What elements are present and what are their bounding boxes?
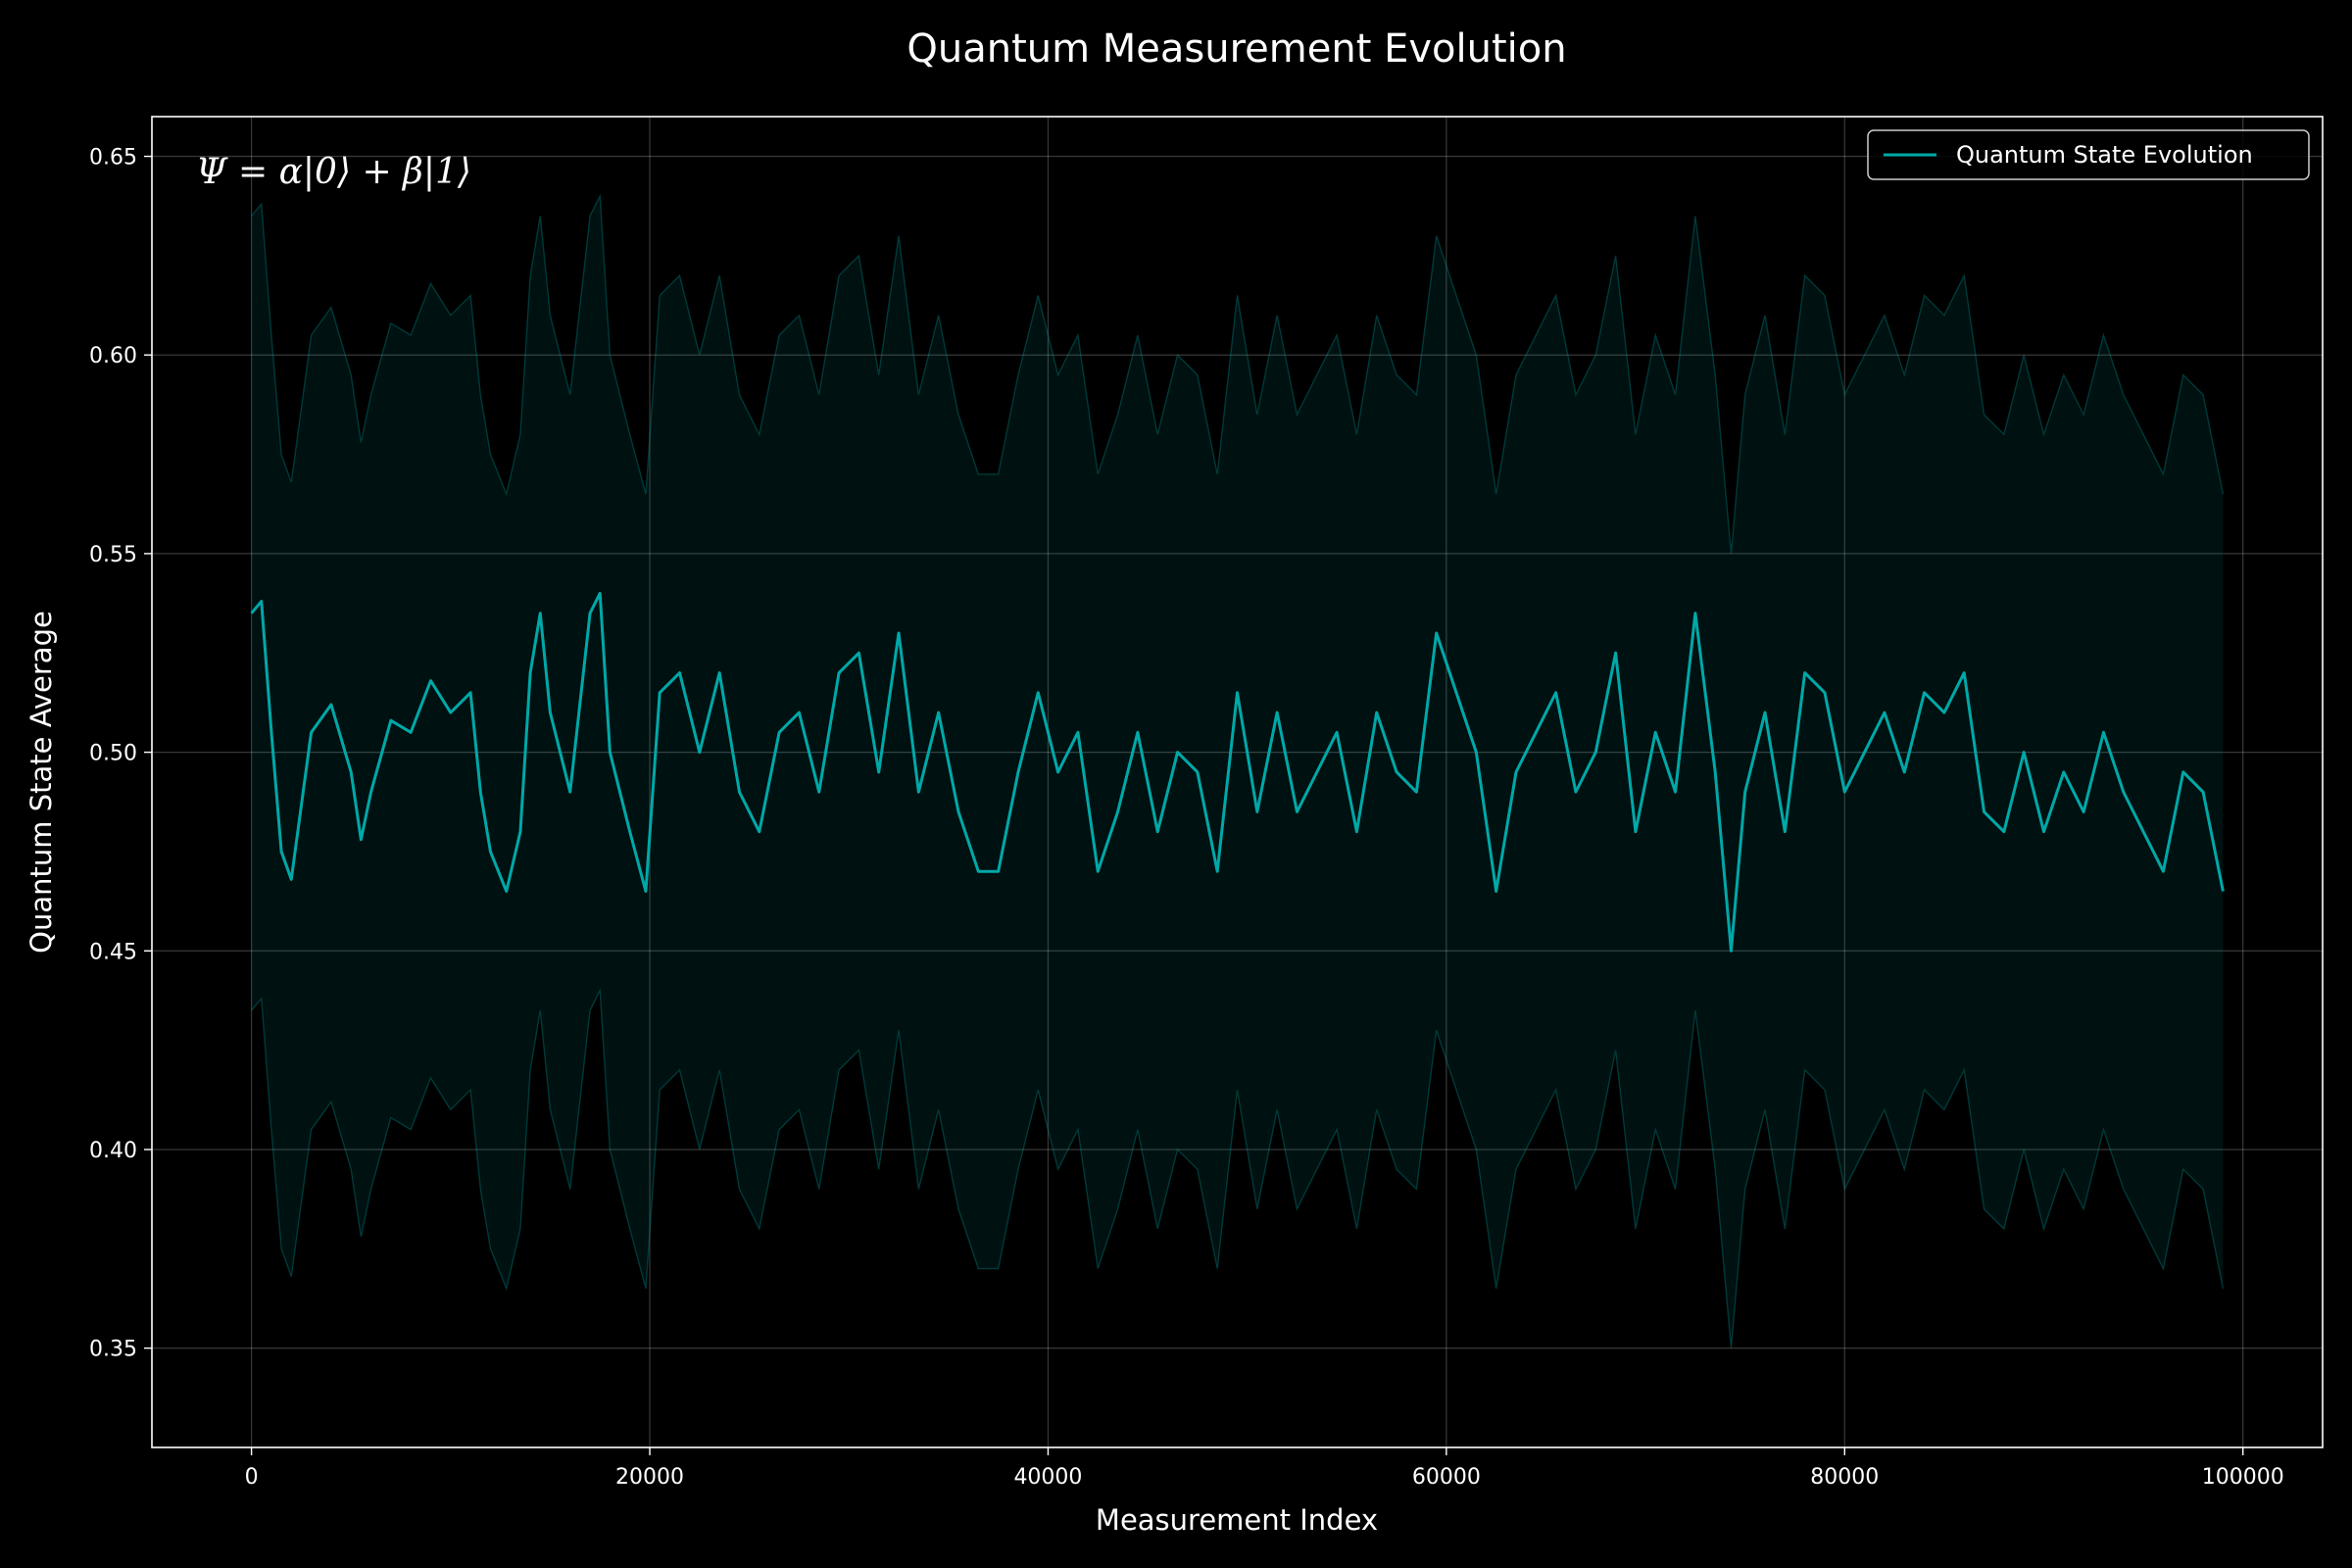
- band-area: [251, 196, 2224, 1348]
- series-layer: [250, 591, 2225, 953]
- legend: Quantum State Evolution: [1867, 129, 2310, 180]
- legend-box: [1867, 129, 2310, 180]
- y-tick-label: 0.50: [89, 742, 137, 766]
- band-upper-edge: [251, 193, 2225, 554]
- y-tick-label: 0.45: [89, 940, 137, 964]
- y-tick-label: 0.55: [89, 543, 137, 567]
- x-tick-label: 0: [245, 1465, 259, 1490]
- x-tick-label: 60000: [1412, 1465, 1481, 1490]
- formula-annotation: Ψ = α|0⟩ + β|1⟩: [196, 152, 471, 192]
- grid: [152, 117, 2323, 1447]
- x-tick-label: 20000: [615, 1465, 684, 1490]
- x-axis-label: Measurement Index: [1096, 1503, 1378, 1537]
- y-tick-label: 0.65: [89, 146, 137, 171]
- y-axis-ticks: 0.35 0.40 0.45 0.50 0.55 0.60 0.65: [89, 146, 152, 1362]
- y-tick-label: 0.40: [89, 1139, 137, 1163]
- y-tick-label: 0.60: [89, 344, 137, 368]
- y-axis-label: Quantum State Average: [24, 611, 58, 954]
- chart-title: Quantum Measurement Evolution: [906, 26, 1566, 72]
- x-tick-label: 40000: [1013, 1465, 1082, 1490]
- legend-label: Quantum State Evolution: [1956, 141, 2253, 169]
- x-tick-label: 80000: [1810, 1465, 1879, 1490]
- x-axis-ticks: 0 20000 40000 60000 80000 100000: [245, 1447, 2284, 1490]
- y-tick-label: 0.35: [89, 1338, 137, 1362]
- x-tick-label: 100000: [2202, 1465, 2284, 1490]
- band-lower-edge: [251, 988, 2225, 1348]
- plot-frame: [151, 116, 2324, 1448]
- confidence-band: [251, 193, 2225, 1348]
- series-line: [250, 591, 2225, 953]
